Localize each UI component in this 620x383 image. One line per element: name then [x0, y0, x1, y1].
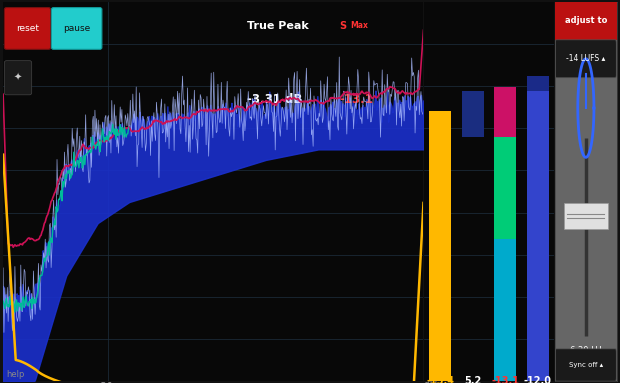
Bar [494, 87, 516, 137]
FancyBboxPatch shape [555, 2, 617, 40]
FancyBboxPatch shape [4, 8, 51, 49]
Text: Sync off ▴: Sync off ▴ [569, 362, 603, 368]
Text: help: help [6, 370, 25, 379]
Text: S: S [339, 21, 347, 31]
Text: -12.0: -12.0 [524, 376, 552, 383]
Text: -13.1: -13.1 [339, 93, 373, 106]
FancyBboxPatch shape [556, 40, 616, 78]
Text: Max: Max [350, 21, 368, 30]
Text: ✦: ✦ [14, 73, 22, 83]
Text: pause: pause [63, 24, 91, 33]
Text: -15.4: -15.4 [427, 376, 454, 383]
FancyBboxPatch shape [4, 61, 32, 95]
Text: True Peak: True Peak [247, 21, 309, 31]
Bar [494, 137, 516, 239]
Bar [429, 111, 451, 381]
Bar [462, 92, 484, 137]
Text: -13.1: -13.1 [492, 376, 520, 383]
Text: reset: reset [16, 24, 39, 33]
Bar [527, 76, 549, 381]
Text: adjust to: adjust to [565, 16, 607, 25]
Text: -14 LUFS ▴: -14 LUFS ▴ [566, 54, 606, 63]
Text: 5.2: 5.2 [464, 376, 482, 383]
Text: -3.31 dB: -3.31 dB [247, 93, 303, 106]
Bar [527, 76, 549, 92]
Text: 6.20 LU: 6.20 LU [570, 346, 601, 355]
FancyBboxPatch shape [51, 8, 102, 49]
Bar [564, 203, 608, 229]
FancyBboxPatch shape [556, 349, 616, 381]
Bar [494, 239, 516, 381]
